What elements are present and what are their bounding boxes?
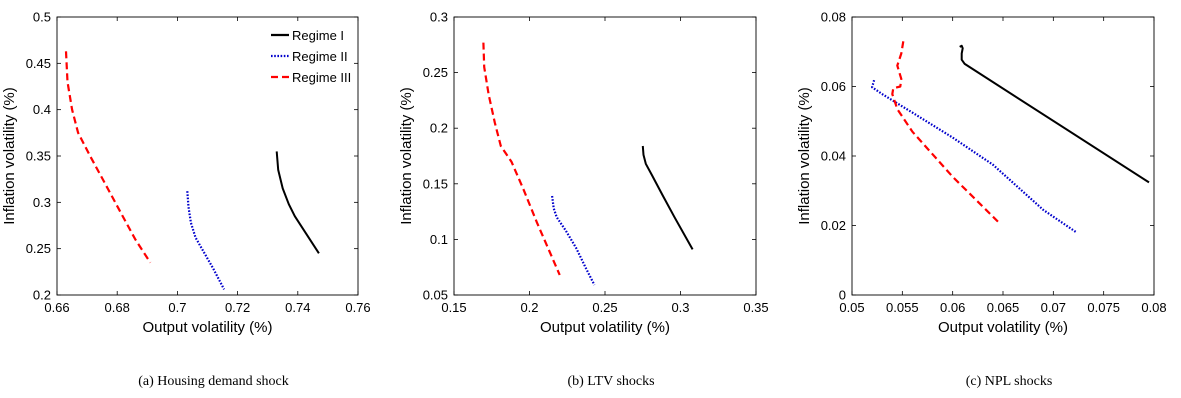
x-tick-label: 0.3 (671, 300, 689, 315)
legend: Regime I Regime II Regime III (271, 28, 351, 85)
legend-label: Regime III (292, 70, 351, 85)
panel-caption: (b) LTV shocks (567, 374, 654, 389)
y-axis-label: Inflation volatility (%) (1, 87, 18, 225)
legend-label: Regime I (292, 28, 344, 43)
series-line-regime-ii (870, 79, 1078, 234)
x-tick-label: 0.7 (168, 300, 186, 315)
y-tick-label: 0.2 (430, 121, 448, 136)
y-tick-label: 0.3 (430, 10, 448, 25)
chart-panel-3: 0.05 0.055 0.06 0.065 0.07 0.075 0.08 0 0.02 0.04… (796, 10, 1167, 390)
legend-label: Regime II (292, 49, 348, 64)
plot-frame (453, 16, 757, 296)
x-tick-label: 0.25 (592, 300, 617, 315)
plot-frame (851, 16, 1155, 296)
y-tick-label: 0.5 (33, 10, 51, 25)
y-tick-label: 0.15 (423, 176, 448, 191)
plot-frame (56, 16, 359, 296)
x-tick-label: 0.055 (886, 300, 919, 315)
y-tick-label: 0 (839, 288, 846, 303)
x-axis-label: Output volatility (%) (938, 319, 1068, 336)
series-line-regime-iii (64, 51, 152, 264)
x-axis-label: Output volatility (%) (540, 319, 670, 336)
x-tick-label: 0.35 (743, 300, 768, 315)
y-tick-label: 0.2 (33, 288, 51, 303)
x-tick-label: 0.05 (839, 300, 864, 315)
y-tick-label: 0.4 (33, 102, 51, 117)
x-tick-label: 0.08 (1141, 300, 1166, 315)
panel-caption: (a) Housing demand shock (138, 374, 288, 389)
chart-panel-1: 0.66 0.68 0.7 0.72 0.74 0.76 0.2 0.25 0.3 0.35 0.4… (1, 10, 371, 390)
y-tick-label: 0.45 (26, 56, 51, 71)
y-tick-label: 0.25 (26, 241, 51, 256)
y-tick-label: 0.3 (33, 195, 51, 210)
y-tick-label: 0.25 (423, 65, 448, 80)
x-tick-label: 0.68 (105, 300, 130, 315)
x-tick-label: 0.075 (1087, 300, 1120, 315)
y-tick-label: 0.06 (821, 79, 846, 94)
y-axis-label: Inflation volatility (%) (398, 87, 415, 225)
x-tick-label: 0.06 (940, 300, 965, 315)
series-line-regime-ii (186, 191, 226, 290)
series-line-regime-i (641, 145, 694, 250)
y-axis-label: Inflation volatility (%) (796, 87, 813, 225)
y-tick-label: 0.08 (821, 10, 846, 25)
x-tick-label: 0.065 (987, 300, 1020, 315)
x-tick-label: 0.76 (345, 300, 370, 315)
x-tick-label: 0.2 (520, 300, 538, 315)
x-tick-label: 0.74 (285, 300, 310, 315)
series-line-regime-iii (482, 42, 561, 276)
x-tick-label: 0.15 (441, 300, 466, 315)
x-tick-label: 0.72 (225, 300, 250, 315)
y-tick-label: 0.05 (423, 288, 448, 303)
series-line-regime-iii (891, 41, 999, 223)
x-tick-label: 0.66 (44, 300, 69, 315)
series-line-regime-i (275, 151, 320, 254)
y-tick-label: 0.04 (821, 149, 846, 164)
y-tick-label: 0.35 (26, 149, 51, 164)
x-axis-label: Output volatility (%) (142, 319, 272, 336)
y-tick-label: 0.1 (430, 232, 448, 247)
x-tick-label: 0.07 (1041, 300, 1066, 315)
series-line-regime-i (959, 44, 1150, 184)
chart-panel-2: 0.15 0.2 0.25 0.3 0.350.050.10.150.20.250.3O… (398, 10, 769, 390)
panel-caption: (c) NPL shocks (966, 374, 1053, 389)
y-tick-label: 0.02 (821, 218, 846, 233)
